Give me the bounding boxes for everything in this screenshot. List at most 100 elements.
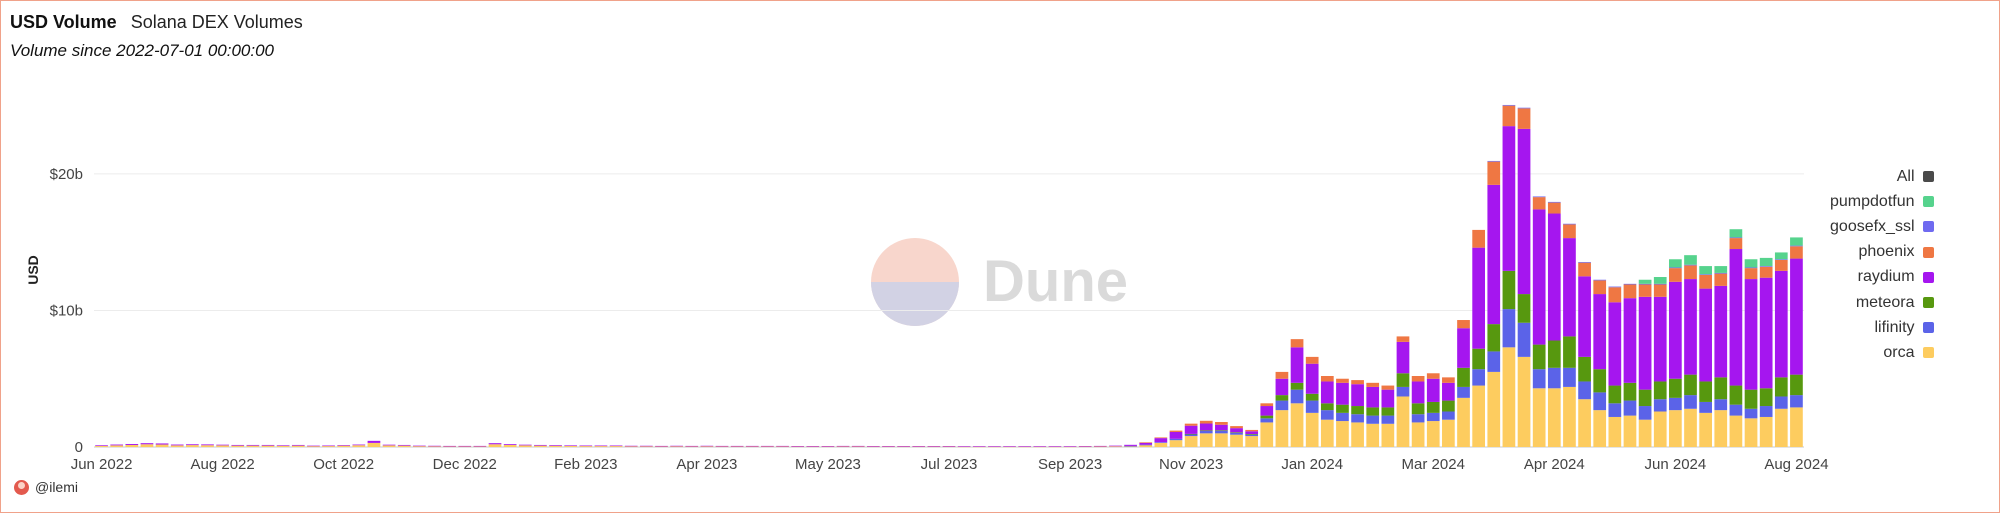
bar-lifinity bbox=[1547, 367, 1561, 389]
legend-item[interactable]: phoenix bbox=[1830, 240, 1934, 265]
bar-raydium bbox=[594, 445, 608, 447]
bar-raydium bbox=[564, 445, 578, 446]
legend-swatch bbox=[1922, 171, 1934, 183]
legend-label: meteora bbox=[1855, 293, 1915, 311]
bar-meteora bbox=[1653, 381, 1667, 400]
bar-lifinity bbox=[1260, 418, 1274, 423]
bar-orca bbox=[1048, 446, 1062, 448]
bar-goosefx_ssl bbox=[1790, 245, 1803, 247]
bar-orca bbox=[912, 446, 926, 448]
bar-orca bbox=[1472, 385, 1486, 447]
bar-goosefx_ssl bbox=[1623, 283, 1637, 285]
bar-raydium bbox=[1109, 445, 1122, 447]
bar-lifinity bbox=[1729, 404, 1743, 416]
bar-raydium bbox=[1608, 302, 1622, 386]
legend-item[interactable]: orca bbox=[1830, 340, 1934, 365]
legend-item[interactable]: meteora bbox=[1830, 290, 1934, 315]
legend-item[interactable]: All bbox=[1830, 164, 1934, 189]
bar-phoenix bbox=[1502, 105, 1516, 127]
bar-lifinity bbox=[1230, 432, 1243, 435]
bar-meteora bbox=[1336, 404, 1349, 413]
bar-meteora bbox=[1608, 385, 1622, 404]
bar-orca bbox=[186, 445, 199, 447]
bar-orca bbox=[1411, 422, 1425, 447]
bar-goosefx_ssl bbox=[1578, 261, 1591, 263]
bar-goosefx_ssl bbox=[1547, 201, 1561, 203]
bar-raydium bbox=[1502, 126, 1516, 271]
bar-raydium bbox=[700, 445, 714, 447]
query-name[interactable]: Solana DEX Volumes bbox=[130, 12, 303, 32]
bar-orca bbox=[700, 446, 714, 447]
bar-lifinity bbox=[1184, 434, 1198, 437]
bar-meteora bbox=[1457, 367, 1470, 387]
bar-orca bbox=[231, 445, 245, 447]
watermark-text: Dune bbox=[983, 249, 1128, 314]
bar-goosefx_ssl bbox=[1593, 279, 1607, 281]
legend-item[interactable]: lifinity bbox=[1830, 315, 1934, 340]
bar-orca bbox=[1593, 410, 1607, 447]
bar-lifinity bbox=[1502, 309, 1516, 348]
bar-raydium bbox=[170, 444, 184, 446]
bar-meteora bbox=[1744, 389, 1758, 409]
author-footer[interactable]: @ilemi bbox=[14, 479, 78, 495]
legend-item[interactable]: pumpdotfun bbox=[1830, 189, 1934, 214]
bar-raydium bbox=[715, 445, 729, 447]
bar-goosefx_ssl bbox=[1532, 196, 1546, 198]
legend-item[interactable]: raydium bbox=[1830, 265, 1934, 290]
bar-raydium bbox=[655, 445, 668, 447]
bar-orca bbox=[246, 445, 260, 447]
bar-phoenix bbox=[1623, 284, 1637, 299]
bar-lifinity bbox=[1472, 369, 1486, 386]
bar-raydium bbox=[443, 445, 456, 447]
bar-meteora bbox=[1638, 389, 1652, 407]
bar-orca bbox=[1487, 371, 1501, 447]
bar-raydium bbox=[412, 445, 426, 447]
bar-raydium bbox=[1669, 281, 1682, 379]
bar-meteora bbox=[1669, 378, 1682, 398]
bar-raydium bbox=[1336, 382, 1349, 405]
bar-orca bbox=[851, 446, 865, 447]
legend-item[interactable]: goosefx_ssl bbox=[1830, 214, 1934, 239]
bar-orca bbox=[140, 444, 154, 447]
chart-description: Volume since 2022-07-01 00:00:00 bbox=[10, 41, 274, 60]
bar-orca bbox=[745, 446, 759, 447]
bar-orca bbox=[1184, 436, 1198, 447]
legend-label: All bbox=[1896, 167, 1915, 185]
bar-orca bbox=[1124, 446, 1137, 447]
bar-orca bbox=[655, 446, 668, 447]
bar-orca bbox=[1154, 442, 1168, 447]
bar-goosefx_ssl bbox=[1653, 283, 1667, 285]
x-tick-label: Jun 2022 bbox=[71, 456, 133, 473]
legend-label: goosefx_ssl bbox=[1830, 217, 1915, 235]
bar-orca bbox=[1774, 408, 1788, 447]
bar-raydium bbox=[503, 444, 517, 445]
bar-meteora bbox=[1472, 348, 1486, 370]
bar-phoenix bbox=[1714, 273, 1728, 286]
bar-orca bbox=[761, 446, 774, 447]
bar-raydium bbox=[745, 445, 759, 447]
bar-raydium bbox=[1547, 213, 1561, 341]
bar-lifinity bbox=[1653, 399, 1667, 412]
bar-pumpdotfun bbox=[1684, 255, 1697, 265]
bar-meteora bbox=[1442, 400, 1455, 412]
bar-raydium bbox=[1169, 431, 1183, 439]
bar-orca bbox=[639, 446, 653, 447]
bar-raydium bbox=[972, 446, 986, 447]
bar-orca bbox=[836, 446, 850, 447]
legend-swatch bbox=[1922, 271, 1934, 283]
bar-orca bbox=[367, 442, 381, 447]
bar-raydium bbox=[1684, 279, 1697, 375]
bar-orca bbox=[1608, 416, 1622, 447]
bar-phoenix bbox=[1351, 380, 1364, 385]
bar-orca bbox=[670, 446, 683, 447]
bar-pumpdotfun bbox=[1653, 277, 1667, 284]
x-tick-label: Mar 2024 bbox=[1402, 456, 1465, 473]
bar-meteora bbox=[1396, 373, 1410, 387]
bar-raydium bbox=[1578, 276, 1591, 357]
bar-meteora bbox=[1426, 401, 1440, 413]
bar-raydium bbox=[927, 446, 941, 447]
bar-raydium bbox=[231, 444, 245, 446]
bar-raydium bbox=[1154, 438, 1168, 443]
bar-orca bbox=[1093, 446, 1107, 448]
bar-goosefx_ssl bbox=[1729, 237, 1743, 239]
